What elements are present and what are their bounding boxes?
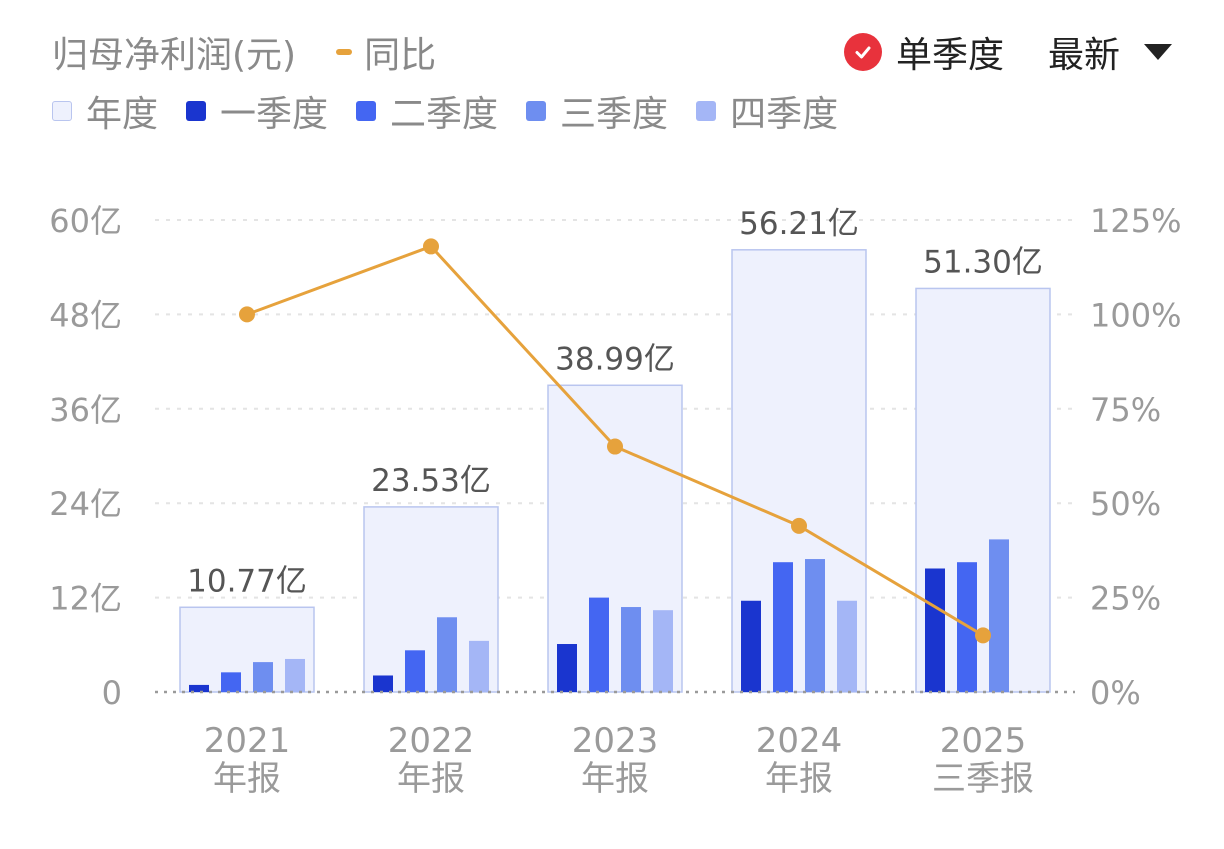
- quarter-bar: [189, 684, 209, 692]
- y-left-tick-label: 24亿: [49, 485, 122, 523]
- y-right-tick-label: 75%: [1090, 391, 1161, 429]
- y-left-tick-label: 48亿: [49, 296, 122, 334]
- legend-label-q4: 四季度: [730, 94, 839, 135]
- y-left-tick-label: 12亿: [49, 580, 122, 618]
- legend-item-q1[interactable]: 一季度: [186, 85, 328, 137]
- y-right-tick-label: 25%: [1090, 580, 1161, 618]
- y-right-tick-label: 125%: [1090, 202, 1181, 240]
- checkmark-icon: [843, 33, 882, 71]
- yoy-point: [239, 306, 255, 323]
- annual-value-label: 23.53亿: [371, 463, 491, 499]
- line-legend-label: 同比: [364, 35, 437, 76]
- series-title: 归母净利润(元): [52, 35, 297, 76]
- yoy-point: [423, 238, 439, 255]
- yoy-point: [607, 438, 623, 455]
- quarter-bar: [653, 610, 673, 692]
- legend-label-annual: 年度: [86, 94, 159, 135]
- sort-label: 最新: [1047, 35, 1120, 76]
- y-right-tick-label: 0%: [1090, 674, 1141, 712]
- legend-label-q2: 二季度: [390, 94, 499, 135]
- legend-swatch-q1: [186, 101, 207, 121]
- quarter-bar: [741, 600, 761, 692]
- quarter-bar: [589, 597, 609, 692]
- x-tick-period: 年报: [213, 759, 281, 799]
- yoy-point: [975, 627, 991, 644]
- x-tick-period: 年报: [397, 759, 465, 799]
- line-legend-dash-icon: [336, 49, 353, 55]
- x-tick-period: 三季报: [932, 759, 1034, 799]
- series-legend: 年度 一季度 二季度 三季度 四季度: [52, 84, 866, 138]
- header-legend: 归母净利润(元) 同比: [52, 26, 436, 78]
- x-tick-year: 2021: [204, 721, 291, 761]
- x-tick-year: 2025: [940, 721, 1027, 761]
- annual-value-label: 38.99亿: [555, 341, 675, 377]
- y-right-tick-label: 50%: [1090, 485, 1161, 523]
- legend-swatch-q2: [356, 101, 377, 121]
- y-left-tick-label: 36亿: [49, 391, 122, 429]
- quarter-bar: [837, 600, 857, 692]
- y-right-tick-label: 100%: [1090, 296, 1181, 334]
- x-tick-year: 2024: [756, 721, 843, 761]
- single-quarter-toggle[interactable]: 单季度: [843, 26, 1004, 78]
- sort-dropdown[interactable]: 最新: [1048, 26, 1172, 78]
- legend-label-q1: 一季度: [220, 94, 329, 135]
- x-tick-year: 2023: [572, 721, 659, 761]
- annual-value-label: 51.30亿: [923, 244, 1043, 280]
- quarter-bar: [469, 640, 489, 692]
- quarter-bar: [557, 644, 577, 692]
- quarter-bar: [437, 617, 457, 692]
- x-tick-year: 2022: [388, 721, 475, 761]
- legend-item-q3[interactable]: 三季度: [526, 85, 668, 137]
- caret-down-icon: [1144, 44, 1172, 60]
- x-tick-period: 年报: [581, 759, 649, 799]
- quarter-bar: [773, 562, 793, 692]
- annual-value-label: 10.77亿: [187, 563, 307, 599]
- quarter-bar: [925, 568, 945, 692]
- y-left-tick-label: 60亿: [49, 202, 122, 240]
- quarter-bar: [989, 539, 1009, 692]
- yoy-point: [791, 517, 807, 534]
- legend-swatch-annual: [52, 101, 72, 121]
- quarter-bar: [285, 658, 305, 692]
- x-tick-period: 年报: [765, 759, 833, 799]
- legend-item-annual[interactable]: 年度: [52, 85, 158, 137]
- annual-value-label: 56.21亿: [739, 206, 859, 242]
- legend-swatch-q3: [526, 101, 547, 121]
- legend-swatch-q4: [696, 101, 717, 121]
- quarter-bar: [621, 607, 641, 692]
- quarter-bar: [373, 675, 393, 692]
- quarter-bar: [253, 662, 273, 692]
- legend-item-q2[interactable]: 二季度: [356, 85, 498, 137]
- chart-header: 归母净利润(元) 同比 单季度 最新: [52, 22, 1172, 82]
- quarter-bar: [221, 672, 241, 692]
- legend-label-q3: 三季度: [560, 94, 669, 135]
- quarter-bar: [805, 559, 825, 692]
- legend-item-q4[interactable]: 四季度: [696, 85, 838, 137]
- quarter-bar: [405, 650, 425, 692]
- single-quarter-label: 单季度: [895, 35, 1004, 76]
- y-left-tick-label: 0: [102, 674, 122, 712]
